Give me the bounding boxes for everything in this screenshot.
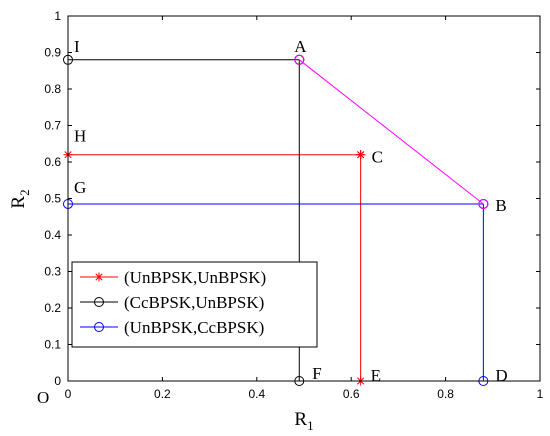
x-tick-label: 0.2 [154, 387, 171, 401]
legend-label: (UnBPSK,CcBPSK) [124, 318, 264, 337]
y-tick-label: 0.6 [44, 155, 61, 169]
plot-frame [67, 15, 541, 382]
y-tick-label: 0.3 [44, 265, 61, 279]
legend-marker [94, 322, 104, 332]
point-label-g: G [74, 178, 86, 197]
x-axis-label: R1 [294, 409, 313, 433]
legend-box [71, 261, 318, 348]
legend-marker [94, 272, 104, 282]
y-tick-label: 0.5 [44, 192, 61, 206]
y-tick-label: 0.9 [44, 46, 61, 60]
point-label-layer: A B C D E F G H I O [37, 37, 508, 407]
x-tick-label: 0.8 [437, 387, 454, 401]
point-label-b: B [495, 196, 506, 215]
point-label-f: F [312, 364, 321, 383]
y-tick-label: 1 [54, 9, 61, 23]
y-tick-label: 0.2 [44, 301, 61, 315]
point-label-h: H [74, 127, 86, 146]
point-label-d: D [495, 366, 507, 385]
legend-label: (CcBPSK,UnBPSK) [124, 293, 264, 312]
y-axis-label: R2 [8, 189, 32, 208]
y-tick-label: 0.4 [44, 228, 61, 242]
series-marker-0 [356, 150, 366, 160]
point-label-i: I [74, 37, 80, 56]
ticks-layer: 0 0.2 0.4 0.6 0.8 1 0 0.1 0.2 0.3 0.4 0.5 0.6 0.7 0.8 0… [44, 9, 543, 401]
series-marker-3 [294, 54, 305, 65]
y-tick-label: 0 [54, 374, 61, 388]
y-axis-label-base: R [8, 196, 29, 209]
y-tick-label: 0.8 [44, 82, 61, 96]
x-axis-label-sub: 1 [307, 418, 314, 433]
series-marker-3 [478, 198, 489, 209]
point-label-a: A [294, 37, 307, 56]
legend-label: (UnBPSK,UnBPSK) [124, 268, 266, 287]
x-tick-label: 0.4 [248, 387, 265, 401]
series-line-3 [298, 59, 484, 205]
x-tick-label: 1 [537, 387, 544, 401]
x-tick-label: 0.6 [343, 387, 360, 401]
legend: (UnBPSK,UnBPSK) (CcBPSK,UnBPSK) (UnBPSK,Cc… [71, 261, 318, 348]
y-tick-label: 0.1 [44, 338, 61, 352]
y-tick-label: 0.7 [44, 119, 61, 133]
point-label-e: E [371, 366, 381, 385]
x-tick-label: 0 [65, 387, 72, 401]
x-axis-label-base: R [294, 409, 307, 430]
point-label-c: C [372, 148, 383, 167]
point-label-o: O [37, 388, 49, 407]
legend-marker [94, 297, 104, 307]
y-axis-label-sub: 2 [17, 189, 32, 196]
